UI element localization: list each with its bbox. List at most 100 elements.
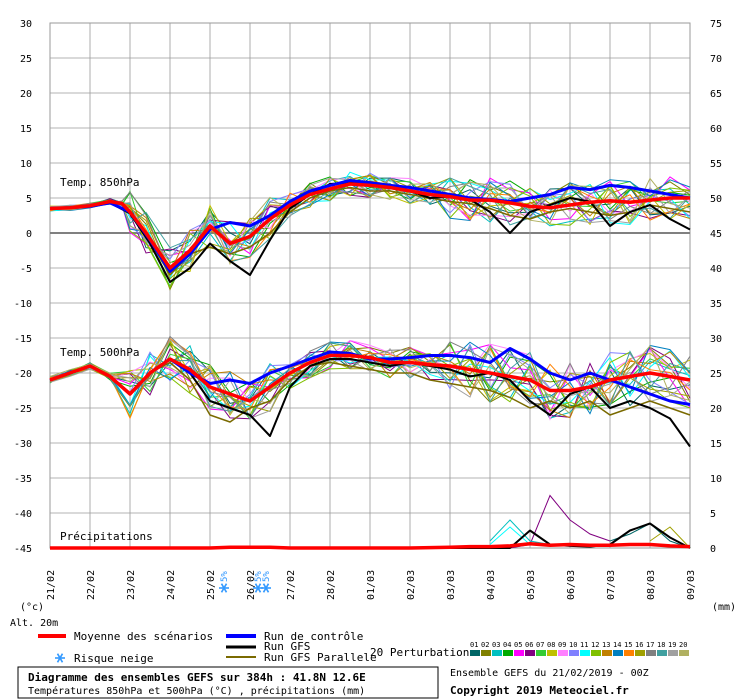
snowflake-icon xyxy=(219,583,229,593)
mean-precip-line xyxy=(50,542,691,550)
right-tick-label: 70 xyxy=(710,54,722,65)
left-tick-label: 10 xyxy=(20,159,32,170)
x-tick-label: 05/03 xyxy=(526,570,537,600)
x-tick-group: 01/03 xyxy=(366,570,377,600)
perturbation-swatches: 01 02 03 04 05 06 07 08 09 10 11 12 13 14 15 16 17 18 19 20 xyxy=(470,641,689,656)
perturbation-swatch xyxy=(635,650,645,656)
perturbation-number: 01 xyxy=(470,641,478,649)
perturbation-swatch xyxy=(668,650,678,656)
right-tick-label: 25 xyxy=(710,369,722,380)
perturbation-swatch xyxy=(657,650,667,656)
x-tick-group: 08/03 xyxy=(646,570,657,600)
perturbation-number: 11 xyxy=(580,641,588,649)
t850-label: Temp. 850hPa xyxy=(60,176,139,189)
chart-subtitle: Températures 850hPa et 500hPa (°C) , pré… xyxy=(28,685,365,697)
left-tick-label: -10 xyxy=(14,299,32,310)
perturbation-number: 18 xyxy=(657,641,665,649)
left-tick-label: -35 xyxy=(14,474,32,485)
perturbation-number: 06 xyxy=(525,641,533,649)
t500-label: Temp. 500hPa xyxy=(60,346,139,359)
left-axis-ticks: 30 25 20 15 10 5 0 -5 -10 -15 -20 -25 -30 -35 -40 -45 xyxy=(14,19,32,555)
x-tick-group: 27/02 xyxy=(286,570,297,600)
x-tick-group: 21/02 xyxy=(46,570,57,600)
left-tick-label: 15 xyxy=(20,124,32,135)
left-tick-label: 30 xyxy=(20,19,32,30)
snow-risk-marker: 5% xyxy=(253,571,264,593)
x-tick-label: 26/02 xyxy=(246,570,257,600)
title-box xyxy=(17,666,439,699)
right-tick-label: 40 xyxy=(710,264,722,275)
perturbation-t850-line xyxy=(49,174,691,274)
perturbation-number: 17 xyxy=(646,641,654,649)
perturbation-swatch xyxy=(569,650,579,656)
x-tick-label: 22/02 xyxy=(86,570,97,600)
right-tick-label: 55 xyxy=(710,159,722,170)
left-tick-label: -40 xyxy=(14,509,32,520)
perturbation-number: 09 xyxy=(558,641,566,649)
snow-risk-markers: 5% 5%5% xyxy=(219,571,272,593)
x-tick-label: 27/02 xyxy=(286,570,297,600)
right-tick-label: 5 xyxy=(710,509,716,520)
mean-t500-line xyxy=(49,353,691,403)
left-tick-label: -5 xyxy=(20,264,32,275)
right-tick-label: 45 xyxy=(710,229,722,240)
perturbation-number: 12 xyxy=(591,641,599,649)
snow-risk-marker: 5% xyxy=(261,571,272,593)
x-tick-group: 05/03 xyxy=(526,570,537,600)
x-tick-group: 02/03 xyxy=(406,570,417,600)
legend-mean-label: Moyenne des scénarios xyxy=(74,630,213,643)
legend-control-label: Run de contrôle xyxy=(264,630,363,643)
chart-title: Diagramme des ensembles GEFS sur 384h : … xyxy=(28,671,366,684)
perturbation-t500-line xyxy=(49,343,691,415)
snowflake-icon xyxy=(261,583,271,593)
perturbation-t850-line xyxy=(49,177,691,280)
perturbation-swatch xyxy=(470,650,480,656)
perturbation-t500-line xyxy=(49,346,691,419)
mean-t850-line xyxy=(49,182,690,270)
x-tick-label: 25/02 xyxy=(206,570,217,600)
perturbation-number: 08 xyxy=(547,641,555,649)
right-axis-unit: (mm) xyxy=(712,602,736,613)
x-tick-group: 24/02 xyxy=(166,570,177,600)
legend-snow-label: Risque neige xyxy=(74,652,153,665)
perturbation-swatch xyxy=(492,650,502,656)
perturbation-swatch xyxy=(591,650,601,656)
perturbation-number: 10 xyxy=(569,641,577,649)
x-tick-label: 06/03 xyxy=(566,570,577,600)
right-tick-label: 0 xyxy=(710,544,716,555)
x-tick-label: 03/03 xyxy=(446,570,457,600)
perturbation-swatch xyxy=(646,650,656,656)
perturbation-t850-line xyxy=(49,178,691,254)
left-tick-label: -25 xyxy=(14,404,32,415)
x-tick-group: 28/02 xyxy=(326,570,337,600)
perturbation-swatch xyxy=(580,650,590,656)
perturbation-number: 15 xyxy=(624,641,632,649)
x-tick-group: 04/03 xyxy=(486,570,497,600)
left-tick-label: -15 xyxy=(14,334,32,345)
x-tick-label: 09/03 xyxy=(686,570,697,600)
x-tick-label: 04/03 xyxy=(486,570,497,600)
x-axis-ticks: 21/02 22/02 23/02 24/02 25/02 26/02 27/02 28/02… xyxy=(46,570,697,600)
left-tick-label: -20 xyxy=(14,369,32,380)
perturbation-swatch xyxy=(679,650,689,656)
perturbation-swatch xyxy=(514,650,524,656)
left-tick-label: 25 xyxy=(20,54,32,65)
right-tick-label: 15 xyxy=(710,439,722,450)
left-axis-unit: (°c) xyxy=(20,602,44,613)
x-tick-label: 08/03 xyxy=(646,570,657,600)
perturbation-swatch xyxy=(525,650,535,656)
legend-gfs-label: Run GFS xyxy=(264,640,310,653)
left-tick-label: 5 xyxy=(26,194,32,205)
perturbation-precip-line xyxy=(649,526,691,549)
perturbation-swatch xyxy=(602,650,612,656)
x-tick-label: 23/02 xyxy=(126,570,137,600)
x-tick-group: 06/03 xyxy=(566,570,577,600)
left-tick-label: 20 xyxy=(20,89,32,100)
perturbation-number: 19 xyxy=(668,641,676,649)
x-tick-label: 21/02 xyxy=(46,570,57,600)
x-tick-group: 25/02 xyxy=(206,570,217,600)
snow-risk-marker: 5% xyxy=(219,571,230,593)
run-label: Ensemble GEFS du 21/02/2019 - 00Z xyxy=(450,668,649,679)
perturbation-swatch xyxy=(547,650,557,656)
right-tick-label: 35 xyxy=(710,299,722,310)
